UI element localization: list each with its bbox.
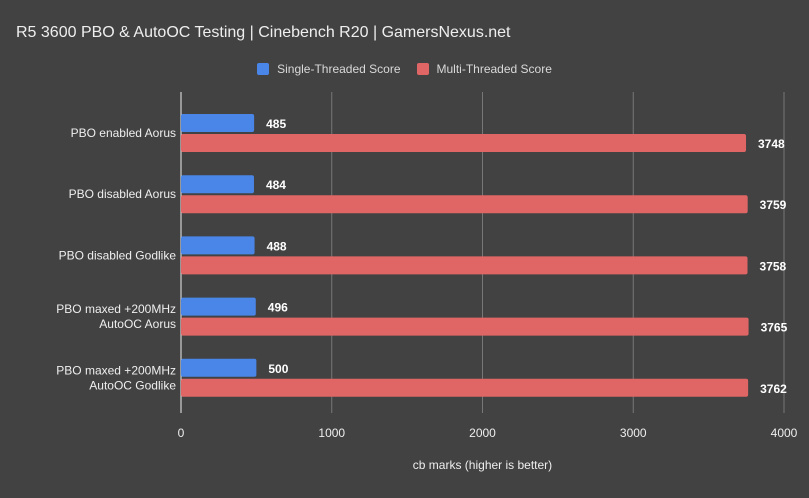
category-label: PBO maxed +200MHz	[56, 363, 176, 377]
data-label: 3765	[761, 321, 788, 335]
data-label: 484	[266, 178, 286, 192]
data-label: 3758	[760, 259, 787, 273]
x-tick-label: 4000	[771, 426, 798, 440]
bar-multi-threaded	[181, 317, 749, 336]
category-label: PBO maxed +200MHz	[56, 302, 176, 316]
data-label: 3759	[760, 198, 787, 212]
category-label: AutoOC Aorus	[99, 317, 176, 331]
bar-multi-threaded	[181, 256, 748, 275]
bar-single-threaded	[181, 297, 256, 316]
data-label: 3762	[760, 382, 787, 396]
chart-title: R5 3600 PBO & AutoOC Testing | Cinebench…	[16, 24, 511, 41]
bar-single-threaded	[181, 175, 254, 194]
x-tick-label: 3000	[620, 426, 647, 440]
data-label: 3748	[758, 137, 785, 151]
legend-label-multi: Multi-Threaded Score	[436, 62, 552, 76]
x-tick-label: 1000	[318, 426, 345, 440]
x-tick-label: 0	[178, 426, 185, 440]
bar-single-threaded	[181, 114, 255, 132]
legend-item-multi: Multi-Threaded Score	[416, 62, 552, 76]
category-label: PBO disabled Aorus	[69, 187, 176, 201]
legend-item-single: Single-Threaded Score	[257, 62, 401, 76]
legend-swatch-multi	[416, 63, 429, 75]
bar-multi-threaded	[181, 378, 749, 397]
category-label: PBO enabled Aorus	[71, 126, 176, 140]
data-label: 485	[266, 117, 286, 131]
x-axis-label: cb marks (higher is better)	[412, 458, 553, 472]
bar-single-threaded	[181, 236, 255, 255]
data-label: 500	[268, 362, 288, 376]
data-label: 496	[268, 301, 288, 315]
category-label: AutoOC Godlike	[89, 378, 176, 392]
category-label: PBO disabled Godlike	[59, 248, 177, 262]
x-tick-label: 2000	[469, 426, 496, 440]
bar-single-threaded	[181, 358, 257, 377]
legend-swatch-single	[257, 63, 270, 75]
data-label: 488	[267, 239, 287, 253]
legend: Single-Threaded Score Multi-Threaded Sco…	[0, 62, 809, 76]
bar-multi-threaded	[181, 134, 747, 152]
legend-label-single: Single-Threaded Score	[277, 62, 401, 76]
bar-multi-threaded	[181, 195, 748, 214]
